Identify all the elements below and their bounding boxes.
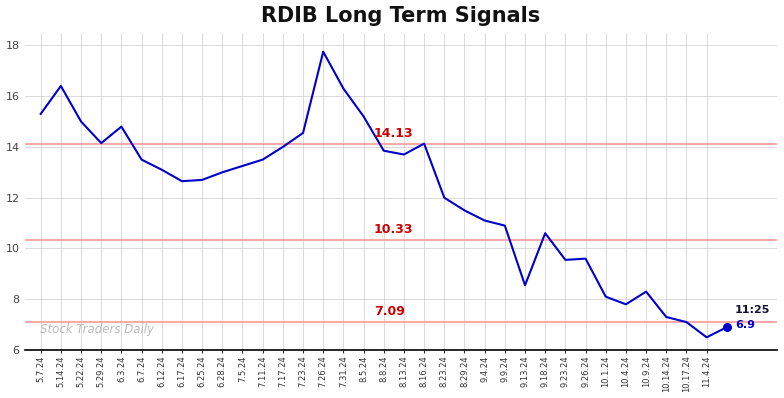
Text: 14.13: 14.13 bbox=[374, 127, 413, 140]
Text: 7.09: 7.09 bbox=[374, 305, 405, 318]
Text: 10.33: 10.33 bbox=[374, 223, 413, 236]
Text: Stock Traders Daily: Stock Traders Daily bbox=[40, 322, 154, 336]
Text: 6.9: 6.9 bbox=[735, 320, 755, 330]
Text: 11:25: 11:25 bbox=[735, 305, 770, 315]
Title: RDIB Long Term Signals: RDIB Long Term Signals bbox=[261, 6, 540, 25]
